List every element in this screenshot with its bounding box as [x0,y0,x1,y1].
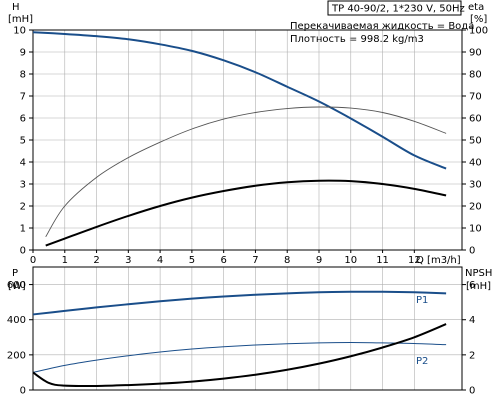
bottom-left-axis-unit: [W] [8,281,26,292]
x-tick-label: 6 [220,255,226,266]
bottom-right-axis-title: NPSH [465,268,492,279]
y-left-tick-label: 400 [7,315,26,326]
y-left-tick-label: 10 [13,26,26,37]
y-left-tick-label: 4 [20,158,26,169]
y-left-tick-label: 9 [20,48,26,59]
y-left-tick-label: 5 [20,136,26,147]
series-label-p2: P2 [416,356,428,367]
density-label: Плотность = 998.2 kg/m3 [290,34,424,45]
series-line-1-2 [32,323,447,388]
y-left-tick-label: 7 [20,92,26,103]
top-left-axis-unit: [mH] [8,14,33,25]
series-line-1-0 [32,290,447,316]
y-left-tick-label: 0 [20,246,26,257]
x-tick-label: 12 [408,255,421,266]
x-tick-label: 2 [93,255,99,266]
y-left-tick-label: 8 [20,70,26,81]
y-right-tick-label: 40 [469,158,482,169]
y-right-tick-label: 70 [469,92,482,103]
model-box [327,0,462,16]
top-right-axis-unit: [%] [470,14,487,25]
y-left-tick-label: 3 [20,180,26,191]
series-line-1-1 [32,342,447,373]
y-right-tick-label: 2 [469,350,475,361]
x-tick-label: 0 [30,255,36,266]
y-right-tick-label: 30 [469,180,482,191]
x-tick-label: 9 [316,255,322,266]
series-line-0-2 [45,106,447,238]
y-left-tick-label: 0 [20,386,26,397]
x-tick-label: 10 [344,255,357,266]
x-tick-label: 4 [157,255,163,266]
top-right-axis-title: eta [468,2,484,13]
y-left-tick-label: 600 [7,280,26,291]
y-right-tick-label: 4 [469,315,475,326]
y-left-tick-label: 2 [20,202,26,213]
y-left-tick-label: 6 [20,114,26,125]
x-tick-label: 7 [252,255,258,266]
y-left-tick-label: 1 [20,224,26,235]
y-right-tick-label: 60 [469,114,482,125]
top-left-axis-title: H [12,2,20,13]
x-tick-label: 8 [284,255,290,266]
series-line-0-0 [32,31,447,170]
y-right-tick-label: 6 [469,280,475,291]
y-right-tick-label: 10 [469,224,482,235]
series-label-p1: P1 [416,295,428,306]
y-right-tick-label: 80 [469,70,482,81]
series-line-0-1 [45,179,447,247]
y-right-tick-label: 0 [469,246,475,257]
bottom-right-axis-unit: [mH] [466,281,491,292]
y-right-tick-label: 50 [469,136,482,147]
x-tick-label: 11 [376,255,389,266]
x-tick-label: 1 [62,255,68,266]
y-right-tick-label: 90 [469,48,482,59]
bottom-left-axis-title: P [12,268,18,279]
y-right-tick-label: 100 [469,26,488,37]
model-label: TP 40-90/2, 1*230 V, 50Hz [331,4,465,15]
plot-frame [32,266,463,391]
liquid-label: Перекачиваемая жидкость = Вода [290,21,474,32]
y-right-tick-label: 20 [469,202,482,213]
y-left-tick-label: 200 [7,350,26,361]
x-tick-label: 3 [125,255,131,266]
x-tick-label: 5 [189,255,195,266]
top-x-axis-label: Q [m3/h] [416,255,461,266]
y-right-tick-label: 0 [469,386,475,397]
